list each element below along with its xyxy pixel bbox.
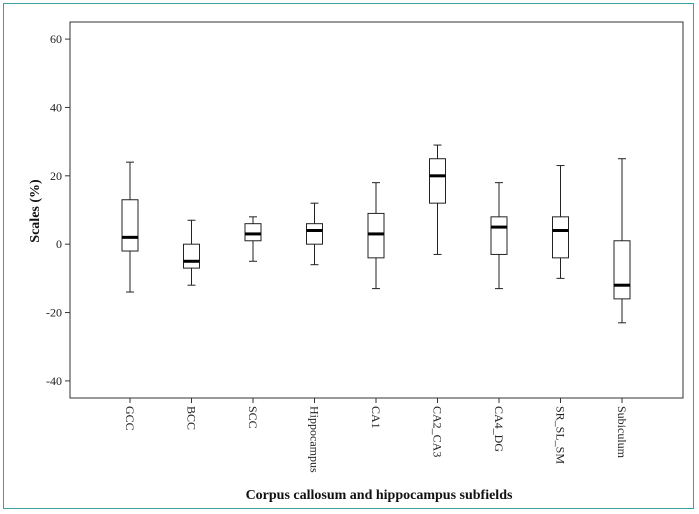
iqr-box [306, 223, 323, 245]
y-axis: 60 40 20 0 -20 -40 [46, 32, 70, 388]
x-tick-label: GCC [123, 406, 137, 431]
y-tick-label: 40 [50, 100, 62, 114]
iqr-box [490, 216, 508, 255]
x-axis-labels: GCC BCC SCC Hippocampus CA1 CA2_CA3 CA4_DG SR_S… [123, 398, 629, 473]
x-tick-label: CA1 [369, 406, 383, 429]
y-tick-label: 0 [56, 237, 62, 251]
y-tick-label: 20 [50, 169, 62, 183]
x-tick-label: CA4_DG [492, 406, 506, 452]
iqr-box [552, 216, 569, 259]
iqr-box [429, 158, 446, 204]
y-tick-label: 60 [50, 32, 62, 46]
box-hippocampus [306, 202, 323, 266]
boxes-layer [121, 144, 631, 324]
x-tick-label: SR_SL_SM [554, 406, 568, 464]
x-tick-label: Hippocampus [308, 406, 322, 473]
iqr-box [121, 199, 139, 252]
x-tick-label: CA2_CA3 [431, 406, 445, 457]
box-ca1 [367, 182, 385, 290]
x-tick-label: SCC [246, 406, 260, 429]
iqr-box [367, 212, 385, 259]
iqr-box [183, 243, 200, 269]
iqr-box [244, 223, 262, 242]
box-scc [244, 216, 262, 262]
y-axis-title: Scales (%) [28, 179, 43, 243]
x-axis-title: Corpus callosum and hippocampus subfield… [246, 488, 513, 503]
x-tick-label: BCC [185, 406, 199, 430]
box-bcc [183, 219, 200, 286]
chart-frame [3, 3, 694, 509]
iqr-box [613, 240, 631, 300]
box-subiculum [613, 158, 631, 324]
box-sr_sl_sm [552, 165, 569, 279]
box-ca4_dg [490, 182, 508, 290]
box-ca2_ca3 [429, 144, 446, 255]
box-gcc [121, 161, 139, 293]
y-tick-label: -20 [46, 306, 62, 320]
y-tick-label: -40 [46, 374, 62, 388]
x-tick-label: Subiculum [615, 406, 629, 459]
